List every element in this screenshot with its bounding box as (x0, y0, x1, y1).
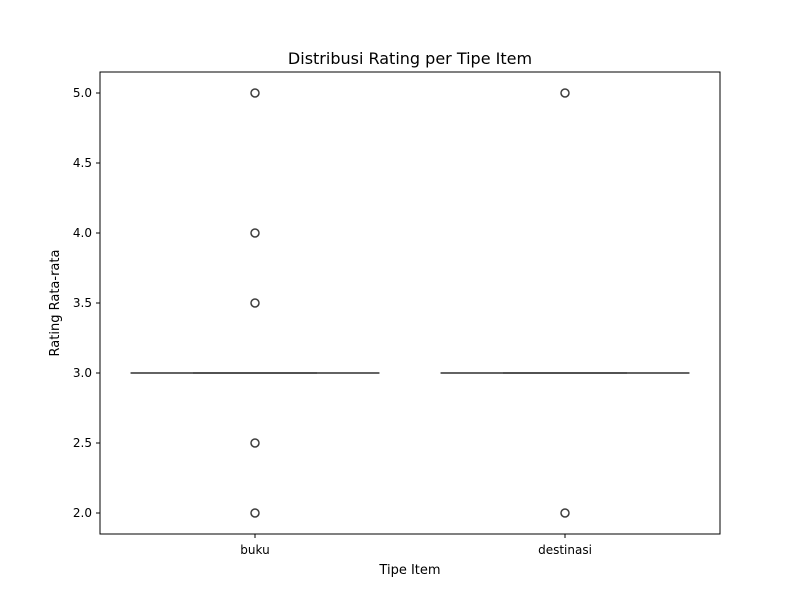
y-tick-label: 2.5 (73, 436, 92, 450)
y-tick-label: 4.5 (73, 156, 92, 170)
outlier-point (250, 228, 260, 238)
box-destinasi (440, 88, 690, 518)
outlier-point (250, 88, 260, 98)
y-tick-label: 2.0 (73, 506, 92, 520)
outlier-point (250, 298, 260, 308)
y-tick-label: 3.0 (73, 366, 92, 380)
outlier-point (250, 438, 260, 448)
plot-area (130, 88, 690, 518)
y-tick-label: 4.0 (73, 226, 92, 240)
y-tick-label: 5.0 (73, 86, 92, 100)
x-axis-label: Tipe Item (378, 563, 440, 578)
y-axis-label: Rating Rata-rata (48, 250, 63, 357)
x-tick-label-buku: buku (240, 543, 269, 557)
box-buku (130, 88, 380, 518)
outlier-point (560, 88, 570, 98)
y-tick-label: 3.5 (73, 296, 92, 310)
chart-title: Distribusi Rating per Tipe Item (288, 49, 532, 68)
y-axis: 2.0 2.5 3.0 3.5 4.0 4.5 5.0 (73, 86, 100, 520)
outlier-point (250, 508, 260, 518)
x-axis: buku destinasi (240, 534, 592, 557)
axes-frame (99, 71, 721, 535)
outlier-point (560, 508, 570, 518)
x-tick-label-destinasi: destinasi (538, 543, 592, 557)
